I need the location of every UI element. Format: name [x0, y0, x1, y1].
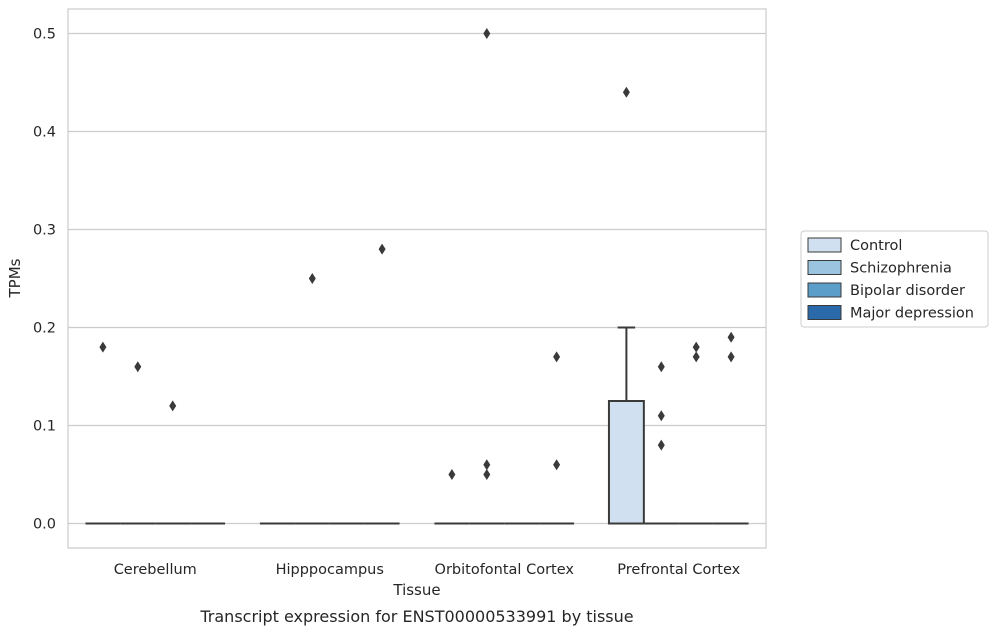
outlier-point: [553, 351, 561, 363]
outlier-point: [657, 410, 665, 422]
y-axis-label: TPMs: [6, 258, 24, 298]
outlier-point: [169, 400, 177, 412]
outlier-point: [692, 351, 700, 363]
legend-swatch: [807, 260, 842, 275]
legend-frame: [800, 230, 989, 328]
box: [607, 400, 645, 525]
legend-label: Control: [850, 238, 902, 254]
x-tick-label: Orbitofontal Cortex: [435, 562, 575, 578]
chart-caption: Transcript expression for ENST0000053399…: [199, 607, 633, 626]
outlier-point: [727, 351, 735, 363]
outlier-point: [448, 469, 456, 480]
y-tick-label: 0.5: [33, 27, 56, 43]
x-axis-label: Tissue: [392, 581, 440, 599]
outlier-point: [308, 273, 316, 284]
y-tick-label: 0.0: [33, 517, 56, 533]
y-tick-label: 0.4: [33, 125, 56, 141]
outlier-point: [99, 341, 107, 353]
y-tick-label: 0.3: [33, 223, 56, 239]
outlier-point: [483, 28, 491, 39]
x-tick-label: Cerebellum: [114, 562, 197, 578]
outlier-point: [553, 459, 561, 471]
outlier-point: [134, 361, 142, 373]
outlier-point: [483, 459, 491, 471]
y-tick-label: 0.2: [33, 321, 56, 337]
outlier-point: [378, 243, 386, 255]
legend: Control Schizophrenia Bipolar disorder Majo…: [800, 230, 989, 328]
legend-label: Major depression: [850, 306, 974, 322]
legend-swatch: [807, 305, 842, 320]
outlier-point: [483, 469, 491, 480]
y-axis-ticks: 0.0 0.1 0.2 0.3 0.4 0.5: [33, 27, 56, 533]
outlier-point: [727, 331, 735, 343]
outlier-point: [657, 439, 665, 451]
x-tick-label: Hipppocampus: [276, 562, 384, 578]
legend-swatch: [807, 282, 842, 298]
outlier-point: [622, 86, 630, 98]
x-tick-label: Prefrontal Cortex: [617, 562, 740, 578]
legend-label: Schizophrenia: [850, 261, 952, 277]
outlier-point: [692, 341, 700, 353]
x-axis-ticks: Cerebellum Hipppocampus Orbitofontal Corte…: [114, 562, 741, 578]
plot-frame: [67, 8, 767, 549]
y-tick-label: 0.1: [33, 419, 56, 435]
outlier-point: [657, 361, 665, 373]
boxes: [85, 326, 749, 525]
legend-label: Bipolar disorder: [850, 283, 965, 299]
legend-swatch: [807, 237, 842, 253]
outliers: [99, 28, 735, 480]
